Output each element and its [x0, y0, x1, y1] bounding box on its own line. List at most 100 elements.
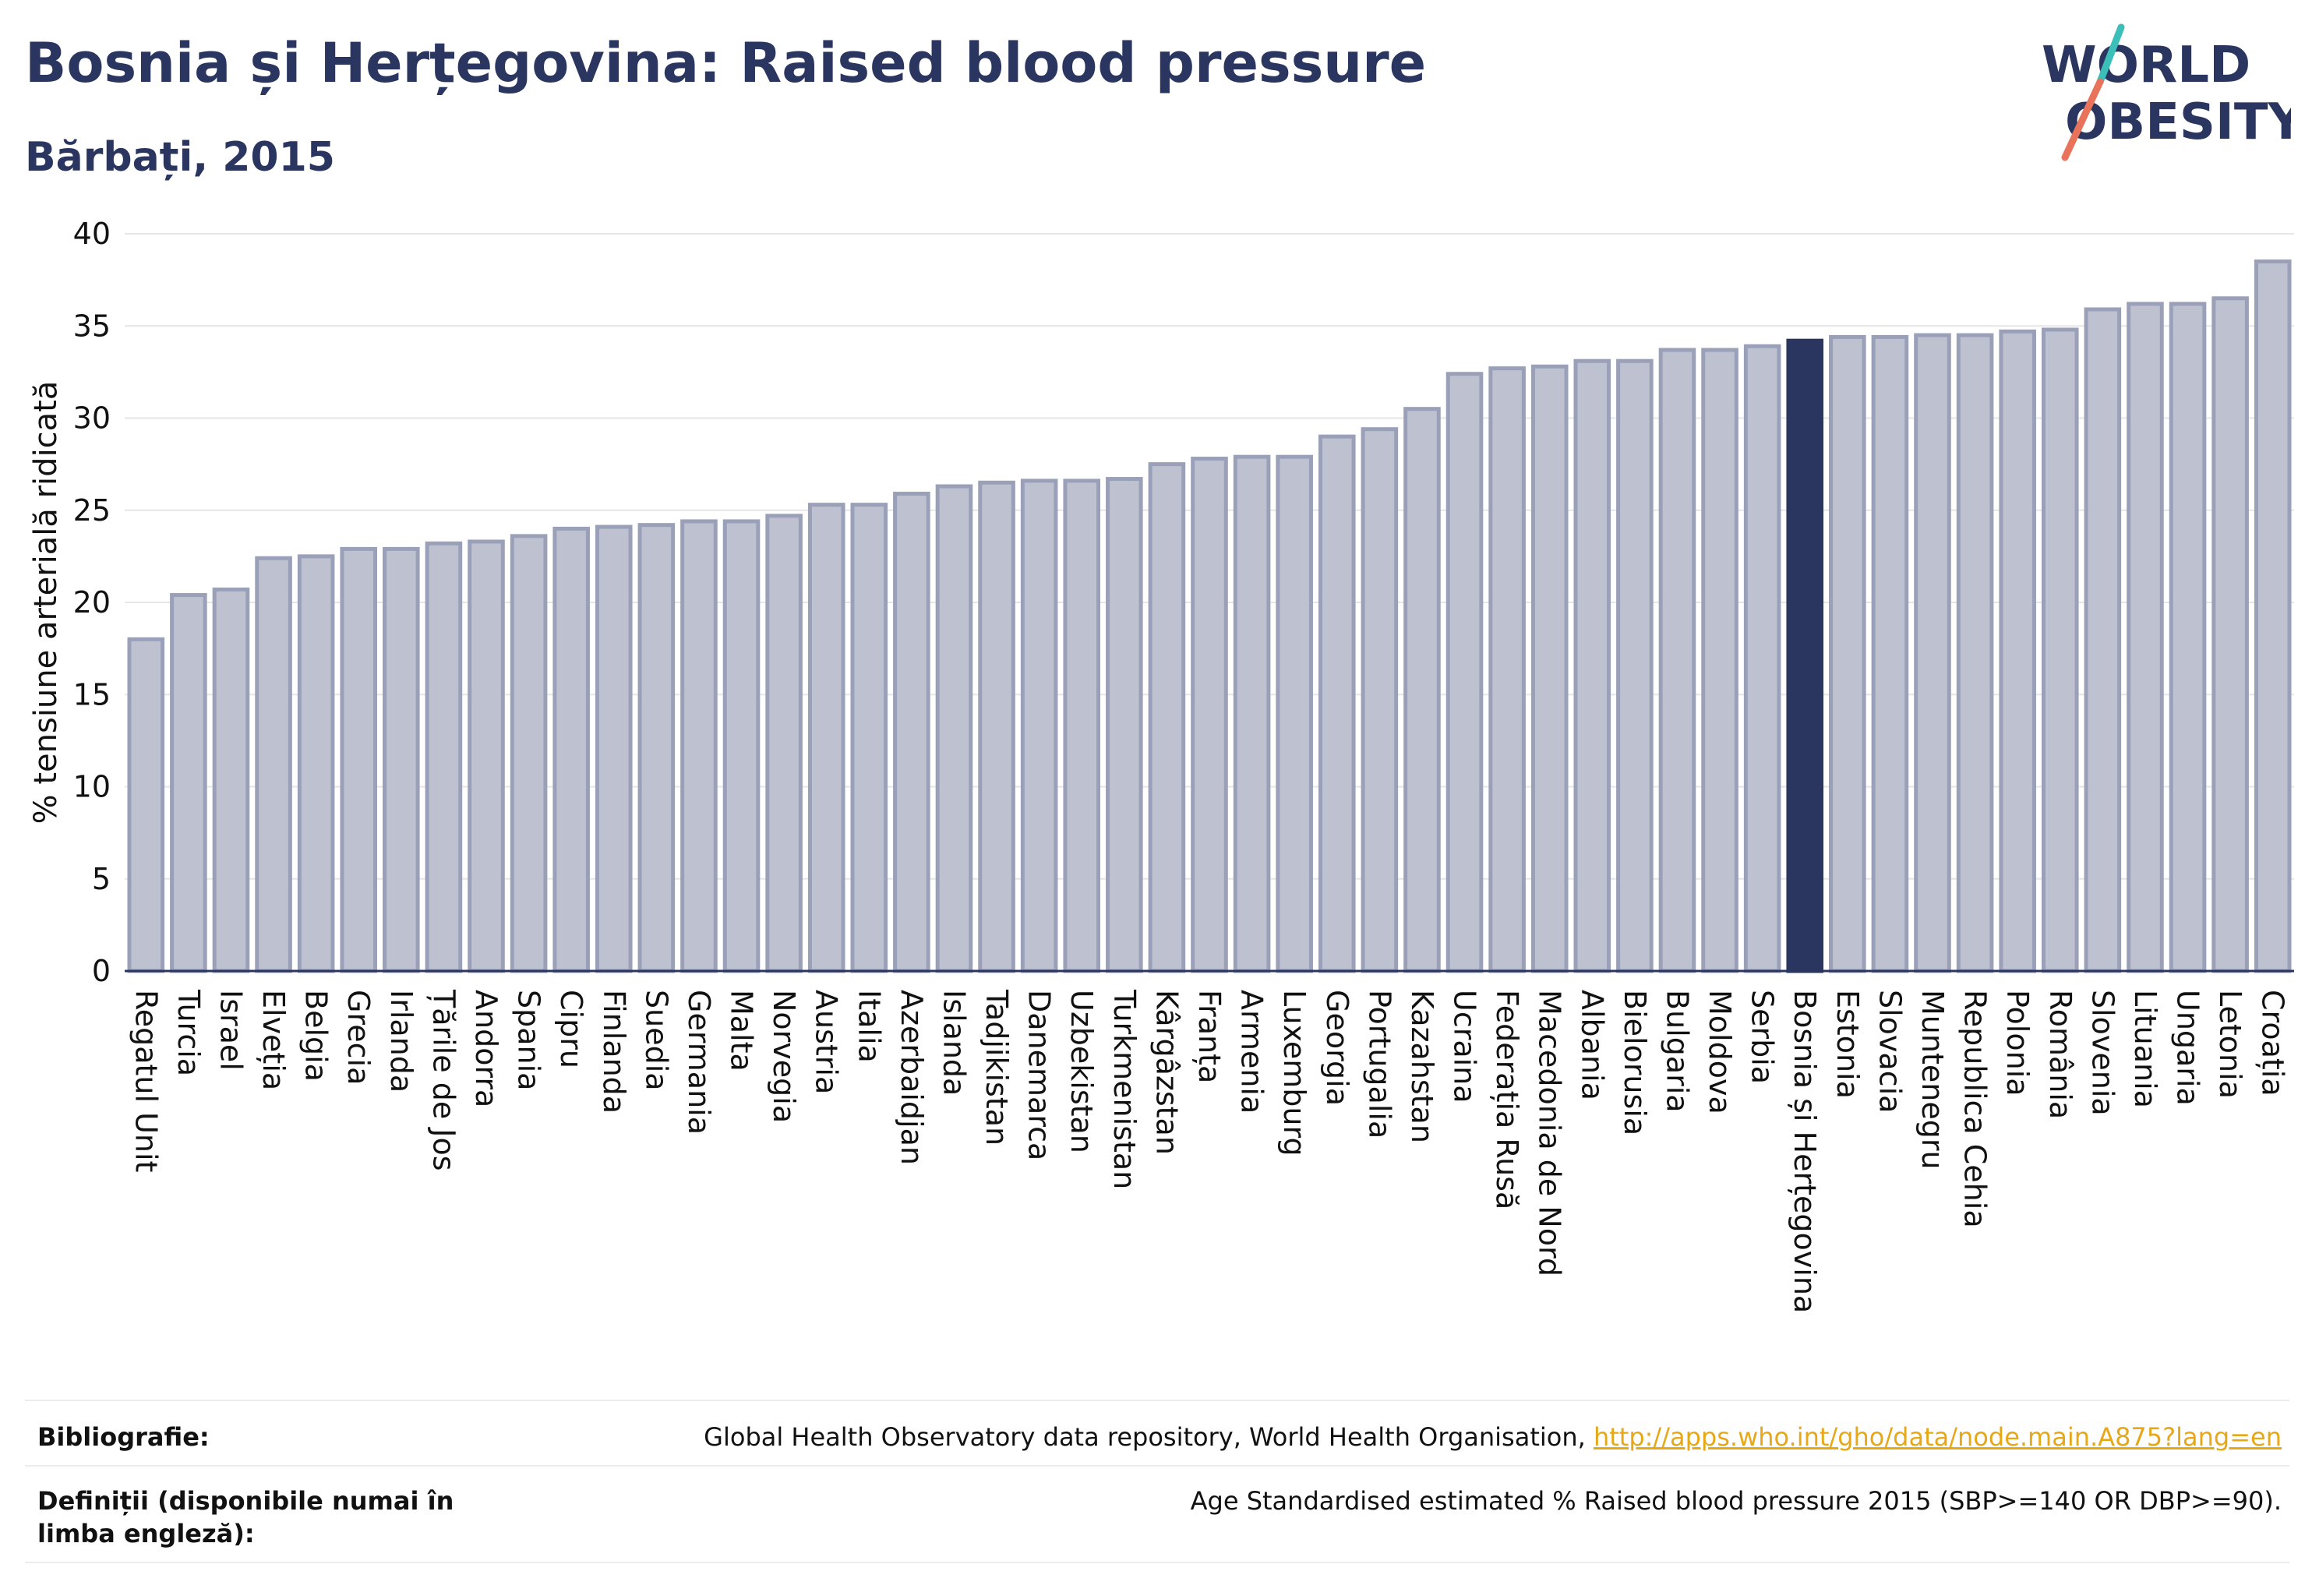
- bar: [1488, 366, 1526, 973]
- x-tick-label: Bulgaria: [1660, 990, 1694, 1113]
- x-tick-label: Elveția: [256, 990, 291, 1090]
- bar: [1829, 334, 1866, 973]
- x-tick-label: Andorra: [469, 990, 503, 1107]
- definitions-label: Definiții (disponibile numai în limba en…: [37, 1486, 454, 1548]
- bibliography-text: Global Health Observatory data repositor…: [704, 1422, 1586, 1452]
- bar: [2211, 296, 2249, 973]
- x-tick-label: Georgia: [1320, 990, 1354, 1106]
- bar: [1658, 348, 1696, 973]
- world-obesity-logo: WORLD OBESITY: [2042, 23, 2291, 161]
- bar: [212, 587, 250, 973]
- bar: [1999, 329, 2036, 973]
- x-tick-label: Tadjikistan: [980, 989, 1014, 1146]
- x-tick-label: Italia: [852, 990, 886, 1063]
- y-axis-label: % tensiune arterială ridicată: [28, 381, 64, 824]
- x-tick-label: Croația: [2256, 990, 2290, 1096]
- x-tick-label: Turkmenistan: [1107, 989, 1142, 1189]
- x-tick-label: Austria: [810, 990, 844, 1094]
- x-tick-label: Bosnia și Herțegovina: [1788, 990, 1822, 1313]
- bar: [170, 593, 207, 973]
- x-tick-label: Israel: [214, 990, 248, 1071]
- x-tick-label: Regatul Unit: [129, 990, 163, 1172]
- x-tick-label: Irlanda: [384, 990, 418, 1093]
- y-tick-label: 0: [92, 954, 111, 988]
- bar: [807, 503, 845, 973]
- x-tick-label: Ucraina: [1448, 990, 1482, 1103]
- bar: [1191, 457, 1228, 973]
- x-tick-label: Azerbaidjan: [895, 990, 929, 1165]
- bar: [127, 637, 165, 973]
- bar: [383, 546, 420, 973]
- x-tick-label: Uzbekistan: [1064, 990, 1099, 1153]
- bar: [2254, 259, 2292, 973]
- bar: [297, 554, 335, 973]
- bar-chart: 0 5 10 15 20 25 30 35 40 % tensiune arterială rid…: [28, 217, 2294, 1313]
- bar: [1530, 364, 1569, 973]
- definitions-value: Age Standardised estimated % Raised bloo…: [1190, 1486, 2282, 1516]
- x-tick-label: Cipru: [554, 990, 588, 1068]
- bar: [255, 556, 292, 973]
- x-tick-label: Republica Cehia: [1958, 990, 1993, 1228]
- bar: [2169, 302, 2207, 973]
- bar: [1318, 434, 1356, 973]
- x-tick-label: Ungaria: [2171, 990, 2205, 1106]
- svg-text:OBESITY: OBESITY: [2065, 94, 2291, 151]
- x-tick-label: Estonia: [1830, 990, 1865, 1099]
- bar: [425, 541, 463, 973]
- x-tick-label: Belgia: [299, 990, 334, 1082]
- x-tick-label: Danemarca: [1022, 990, 1057, 1160]
- bar: [1276, 454, 1313, 973]
- bar: [1020, 478, 1058, 973]
- bar: [935, 484, 973, 973]
- x-tick-label: Kârgâzstan: [1149, 990, 1184, 1155]
- x-tick-label: Slovacia: [1873, 990, 1907, 1113]
- bar: [2084, 307, 2122, 973]
- x-tick-label: Luxemburg: [1277, 990, 1311, 1156]
- bar: [680, 519, 718, 973]
- x-tick-label: Armenia: [1235, 990, 1269, 1114]
- bar: [637, 523, 676, 973]
- bar: [765, 514, 803, 973]
- x-tick-label: Țările de Jos: [426, 989, 461, 1171]
- bar: [1148, 462, 1186, 973]
- bibliography-link[interactable]: http://apps.who.int/gho/data/node.main.A…: [1593, 1422, 2282, 1452]
- bar: [893, 491, 930, 973]
- y-tick-label: 30: [73, 401, 111, 436]
- x-tick-label: Malta: [725, 990, 759, 1072]
- bar: [2041, 327, 2079, 973]
- bar: [552, 526, 590, 973]
- bar: [1063, 478, 1101, 973]
- bar: [468, 539, 505, 973]
- bibliography-value: Global Health Observatory data repositor…: [704, 1421, 2282, 1453]
- bar: [1871, 334, 1909, 973]
- y-tick-label: 5: [92, 862, 111, 896]
- x-tick-label: Islanda: [937, 990, 971, 1096]
- bar: [1403, 407, 1441, 973]
- y-tick-label: 40: [73, 217, 111, 251]
- x-tick-label: Slovenia: [2085, 990, 2120, 1116]
- bar: [1914, 333, 1951, 973]
- bar: [2127, 302, 2164, 973]
- bar: [722, 519, 761, 973]
- bar: [340, 546, 378, 973]
- x-tick-label: Muntenegru: [1915, 990, 1950, 1170]
- y-tick-label: 25: [73, 493, 111, 528]
- x-tick-label: Macedonia de Nord: [1533, 990, 1567, 1276]
- x-tick-label: Lituania: [2128, 990, 2162, 1108]
- x-tick-label: Spania: [512, 990, 546, 1090]
- bar: [1233, 454, 1271, 973]
- bar: [595, 524, 633, 973]
- y-tick-label: 15: [73, 677, 111, 711]
- y-tick-label: 35: [73, 309, 111, 343]
- x-tick-label: Portugalia: [1362, 990, 1396, 1139]
- footer-divider: [25, 1465, 2289, 1467]
- footer-divider: [25, 1562, 2289, 1563]
- bar: [1956, 333, 1994, 973]
- x-tick-label: Letonia: [2213, 990, 2247, 1099]
- svg-text:WORLD: WORLD: [2042, 37, 2250, 94]
- x-tick-label: Albania: [1575, 990, 1609, 1100]
- bar: [1573, 358, 1611, 973]
- bibliography-label: Bibliografie:: [37, 1422, 210, 1452]
- bar: [1616, 358, 1654, 973]
- bar: [1701, 348, 1738, 973]
